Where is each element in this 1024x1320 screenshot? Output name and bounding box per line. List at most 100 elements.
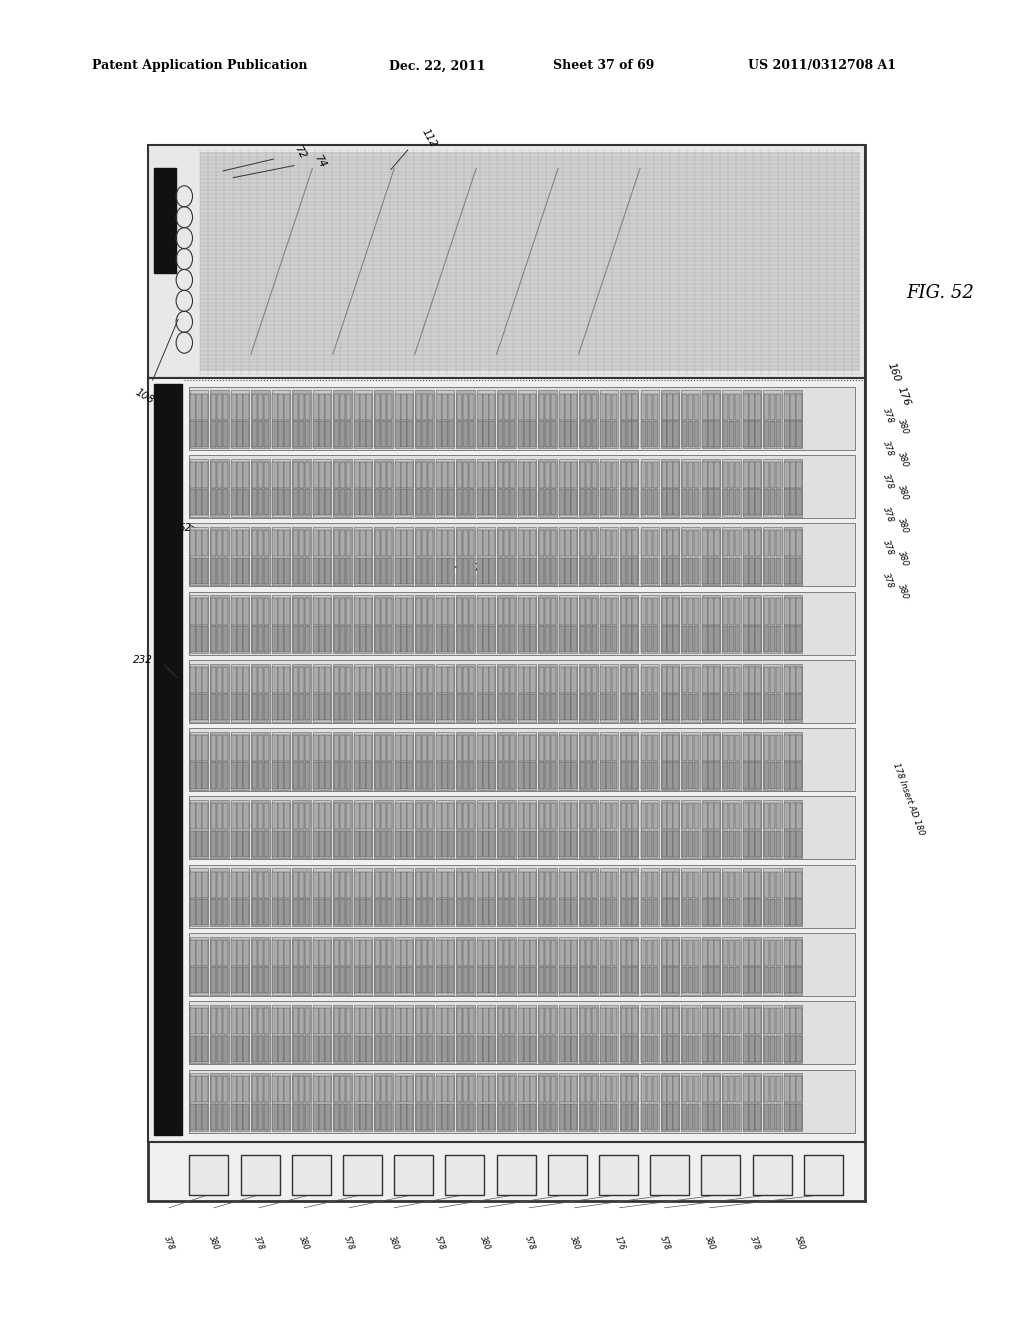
Bar [463,462,468,488]
Bar [709,1035,714,1061]
Bar [252,1076,257,1102]
Bar [709,1008,714,1034]
Bar [641,1076,646,1102]
Bar [190,869,209,927]
Bar [797,1008,802,1034]
Bar [627,1104,632,1130]
Bar [729,1035,734,1061]
Bar [477,421,482,447]
Bar [750,899,755,925]
Bar [797,830,802,857]
Bar [442,557,447,583]
Bar [565,940,570,966]
Bar [463,1076,468,1102]
Bar [305,968,310,994]
Bar [558,937,577,995]
Bar [702,1104,708,1130]
Bar [539,731,557,789]
Bar [674,393,679,420]
Bar [750,940,755,966]
Bar [647,1104,652,1130]
Bar [354,462,359,488]
Bar [238,462,243,488]
Bar [252,1035,257,1061]
Bar [360,557,366,583]
Bar [442,490,447,515]
Bar [217,1076,222,1102]
Bar [244,462,249,488]
Bar [674,1035,679,1061]
Bar [783,1073,802,1131]
Bar [252,800,270,858]
Bar [791,1104,796,1130]
Bar [559,667,564,693]
Bar [729,393,734,420]
Bar [299,694,304,721]
Bar [197,940,202,966]
Bar [305,694,310,721]
Bar [381,1076,386,1102]
Bar [682,626,687,652]
Bar [743,869,762,927]
Bar [504,763,509,788]
Bar [627,557,632,583]
Bar [346,598,351,624]
Bar [299,557,304,583]
Bar [477,462,482,488]
Bar [694,1035,699,1061]
Bar [483,830,488,857]
Bar [477,458,496,516]
Bar [211,1005,228,1063]
Bar [244,598,249,624]
Bar [600,626,605,652]
Bar [313,527,332,585]
Bar [428,490,433,515]
Bar [586,968,591,994]
Bar [599,800,617,858]
Bar [764,830,769,857]
Bar [217,804,222,829]
Bar [756,626,761,652]
Bar [797,421,802,447]
Bar [319,490,325,515]
Bar [231,830,237,857]
Bar [743,871,749,898]
Bar [211,1008,216,1034]
Bar [375,871,380,898]
Bar [354,694,359,721]
Bar [729,804,734,829]
Bar [539,490,544,515]
Bar [449,598,454,624]
Bar [334,490,339,515]
Bar [682,598,687,624]
Bar [797,626,802,652]
Bar [791,940,796,966]
Bar [653,968,658,994]
Bar [401,598,407,624]
Bar [791,598,796,624]
Bar [416,763,421,788]
Bar [449,940,454,966]
Bar [401,557,407,583]
Bar [653,598,658,624]
Bar [203,940,208,966]
Bar [606,490,611,515]
Bar [428,694,433,721]
Bar [387,694,392,721]
Bar [662,968,667,994]
Bar [647,899,652,925]
Bar [653,667,658,693]
Bar [272,458,291,516]
Bar [565,763,570,788]
Bar [272,531,278,556]
Bar [612,1035,617,1061]
Bar [539,804,544,829]
Bar [449,393,454,420]
Bar [469,804,474,829]
Bar [489,598,495,624]
Bar [238,694,243,721]
Bar [367,490,372,515]
Bar [258,1008,263,1034]
Bar [621,940,626,966]
Bar [272,667,278,693]
